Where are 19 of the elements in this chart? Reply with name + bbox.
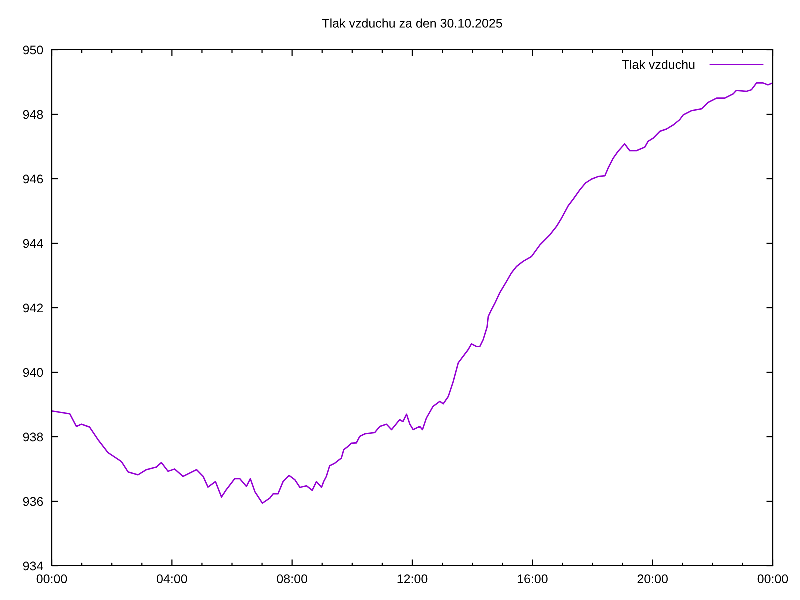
y-tick-label: 936 — [23, 497, 44, 506]
y-tick-label: 946 — [23, 174, 44, 184]
y-tick-label: 942 — [23, 304, 44, 313]
y-tick-label: 948 — [23, 110, 44, 120]
line-series — [52, 82, 773, 504]
y-tick-label: 950 — [23, 46, 44, 55]
y-tick-label: 940 — [23, 368, 44, 378]
legend-label: Tlak vzduchu — [622, 60, 695, 70]
y-tick-label: 934 — [23, 562, 44, 571]
x-tick-label: 04:00 — [157, 574, 188, 584]
x-tick-label: 00:00 — [758, 574, 788, 584]
y-tick-label: 944 — [23, 239, 44, 248]
x-tick-label: 16:00 — [518, 574, 548, 584]
x-tick-label: 12:00 — [398, 574, 428, 584]
y-tick-label: 938 — [23, 432, 44, 442]
x-tick-label: 00:00 — [36, 574, 68, 584]
x-tick-label: 20:00 — [638, 574, 668, 584]
chart-title: Tlak vzduchu za den 30.10.2025 — [322, 18, 502, 28]
x-tick-label: 08:00 — [277, 574, 308, 584]
